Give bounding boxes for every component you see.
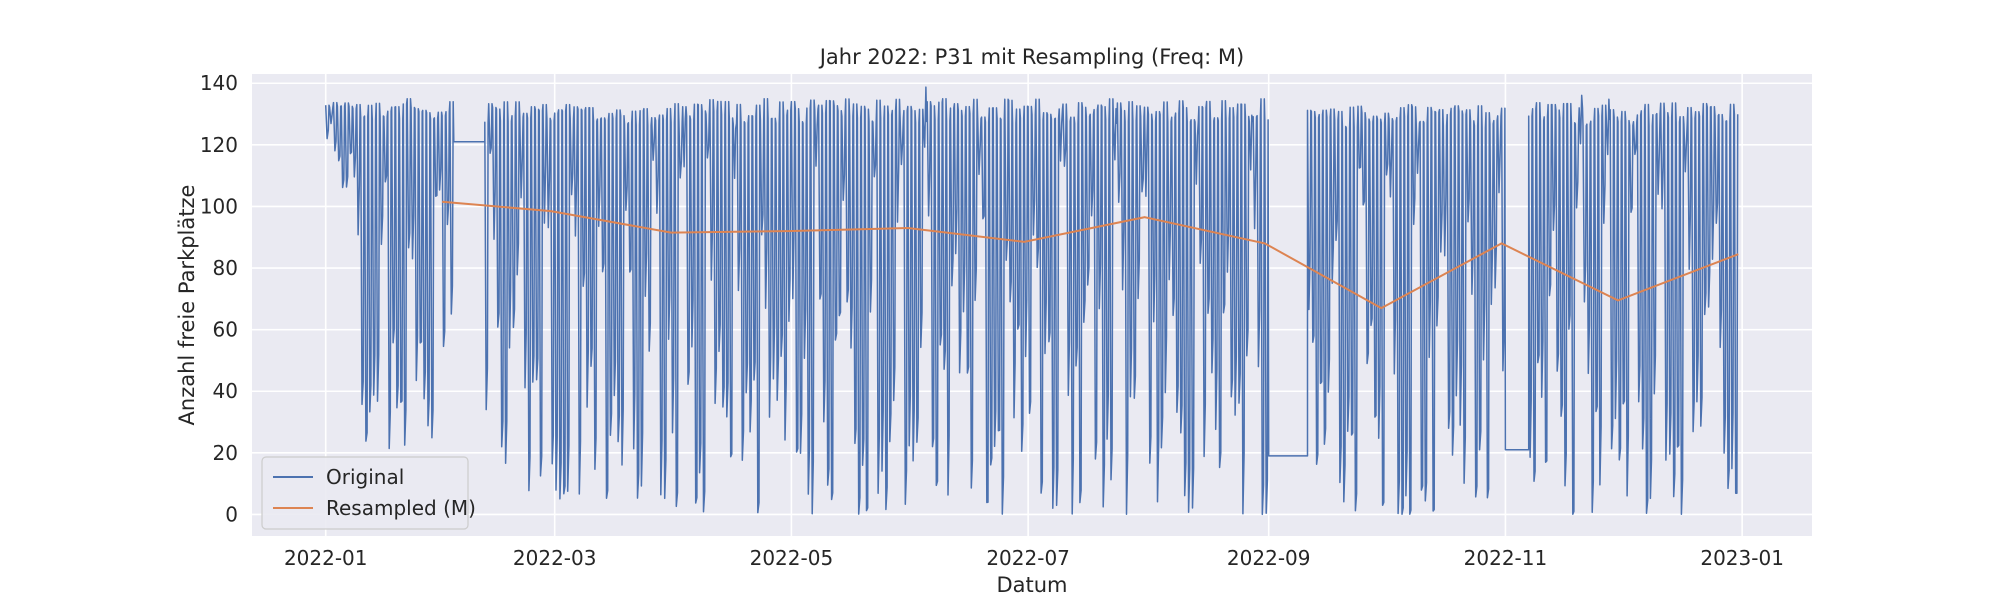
chart-title: Jahr 2022: P31 mit Resampling (Freq: M): [818, 45, 1245, 69]
x-tick-label: 2022-09: [1227, 546, 1311, 570]
y-tick-label: 20: [213, 441, 238, 465]
y-tick-label: 60: [213, 318, 238, 342]
legend-box: [261, 456, 469, 530]
x-tick-label: 2023-01: [1700, 546, 1784, 570]
y-tick-label: 100: [200, 194, 238, 218]
x-axis-label: Datum: [996, 573, 1067, 597]
x-tick-label: 2022-07: [986, 546, 1070, 570]
resampled-line: [442, 200, 1739, 310]
x-tick-label: 2022-11: [1464, 546, 1548, 570]
x-tick-label: 2022-01: [284, 546, 368, 570]
y-axis-label: Anzahl freie Parkplätze: [175, 185, 199, 426]
x-tick-label: 2022-05: [750, 546, 834, 570]
y-tick-label: 40: [213, 379, 238, 403]
series-original: [324, 86, 1739, 516]
y-tick-label: 140: [200, 71, 238, 95]
series-resampled: [442, 200, 1739, 310]
legend-label-resampled: Resampled (M): [326, 496, 476, 520]
axis-ticks: 0 20 40 60 80 100 120 140 2022-01 2022-03 2022-05 2…: [200, 71, 1784, 570]
original-line: [324, 86, 1739, 516]
y-tick-label: 80: [213, 256, 238, 280]
x-tick-label: 2022-03: [513, 546, 597, 570]
legend-label-original: Original: [326, 465, 404, 489]
y-tick-label: 120: [200, 133, 238, 157]
legend: Original Resampled (M): [261, 456, 476, 530]
y-tick-label: 0: [225, 502, 238, 526]
